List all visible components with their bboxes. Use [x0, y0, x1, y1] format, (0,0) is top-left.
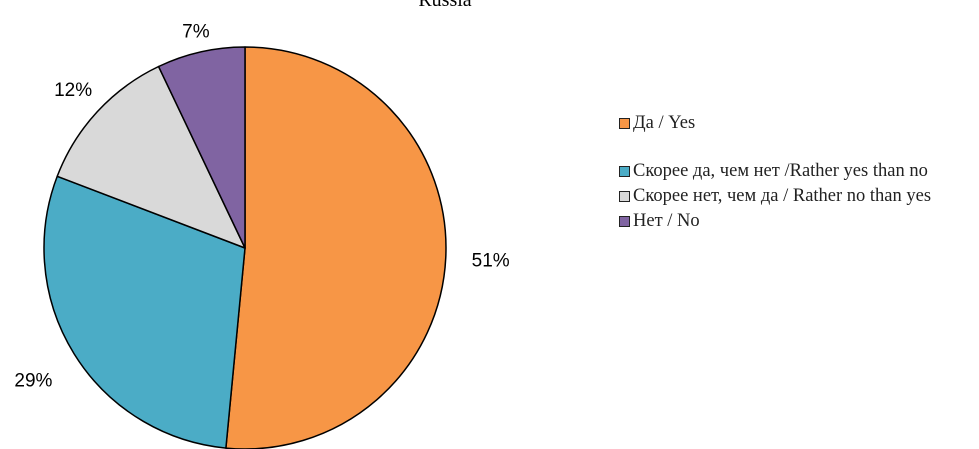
- legend-swatch-rather-no: [619, 191, 630, 202]
- legend-item-no: Нет / No: [619, 210, 979, 232]
- legend: Да / Yes Скорее да, чем нет /Rather yes …: [619, 112, 979, 244]
- legend-swatch-yes: [619, 118, 630, 129]
- data-label-rather-no: 12%: [54, 80, 92, 101]
- legend-item-rather-no: Скорее нет, чем да / Rather no than yes: [619, 185, 979, 207]
- legend-item-rather-yes: Скорее да, чем нет /Rather yes than no: [619, 160, 979, 182]
- legend-swatch-rather-yes: [619, 166, 630, 177]
- pie-slice-rather-yes: [43, 175, 246, 449]
- legend-label-rather-no: Скорее нет, чем да / Rather no than yes: [633, 186, 932, 206]
- legend-label-no: Нет / No: [633, 211, 700, 231]
- pie-slice-rather-no: [56, 65, 246, 249]
- legend-swatch-no: [619, 216, 630, 227]
- pie-slice-no: [157, 46, 246, 249]
- legend-item-yes: Да / Yes: [619, 112, 979, 134]
- legend-label-rather-yes: Скорее да, чем нет /Rather yes than no: [633, 161, 928, 181]
- legend-label-yes: Да / Yes: [633, 113, 696, 133]
- pie-slice-yes: [225, 46, 447, 449]
- chart-title: Russia: [418, 0, 472, 11]
- data-label-rather-yes: 29%: [14, 370, 52, 391]
- data-label-yes: 51%: [472, 251, 510, 272]
- data-label-no: 7%: [182, 22, 210, 43]
